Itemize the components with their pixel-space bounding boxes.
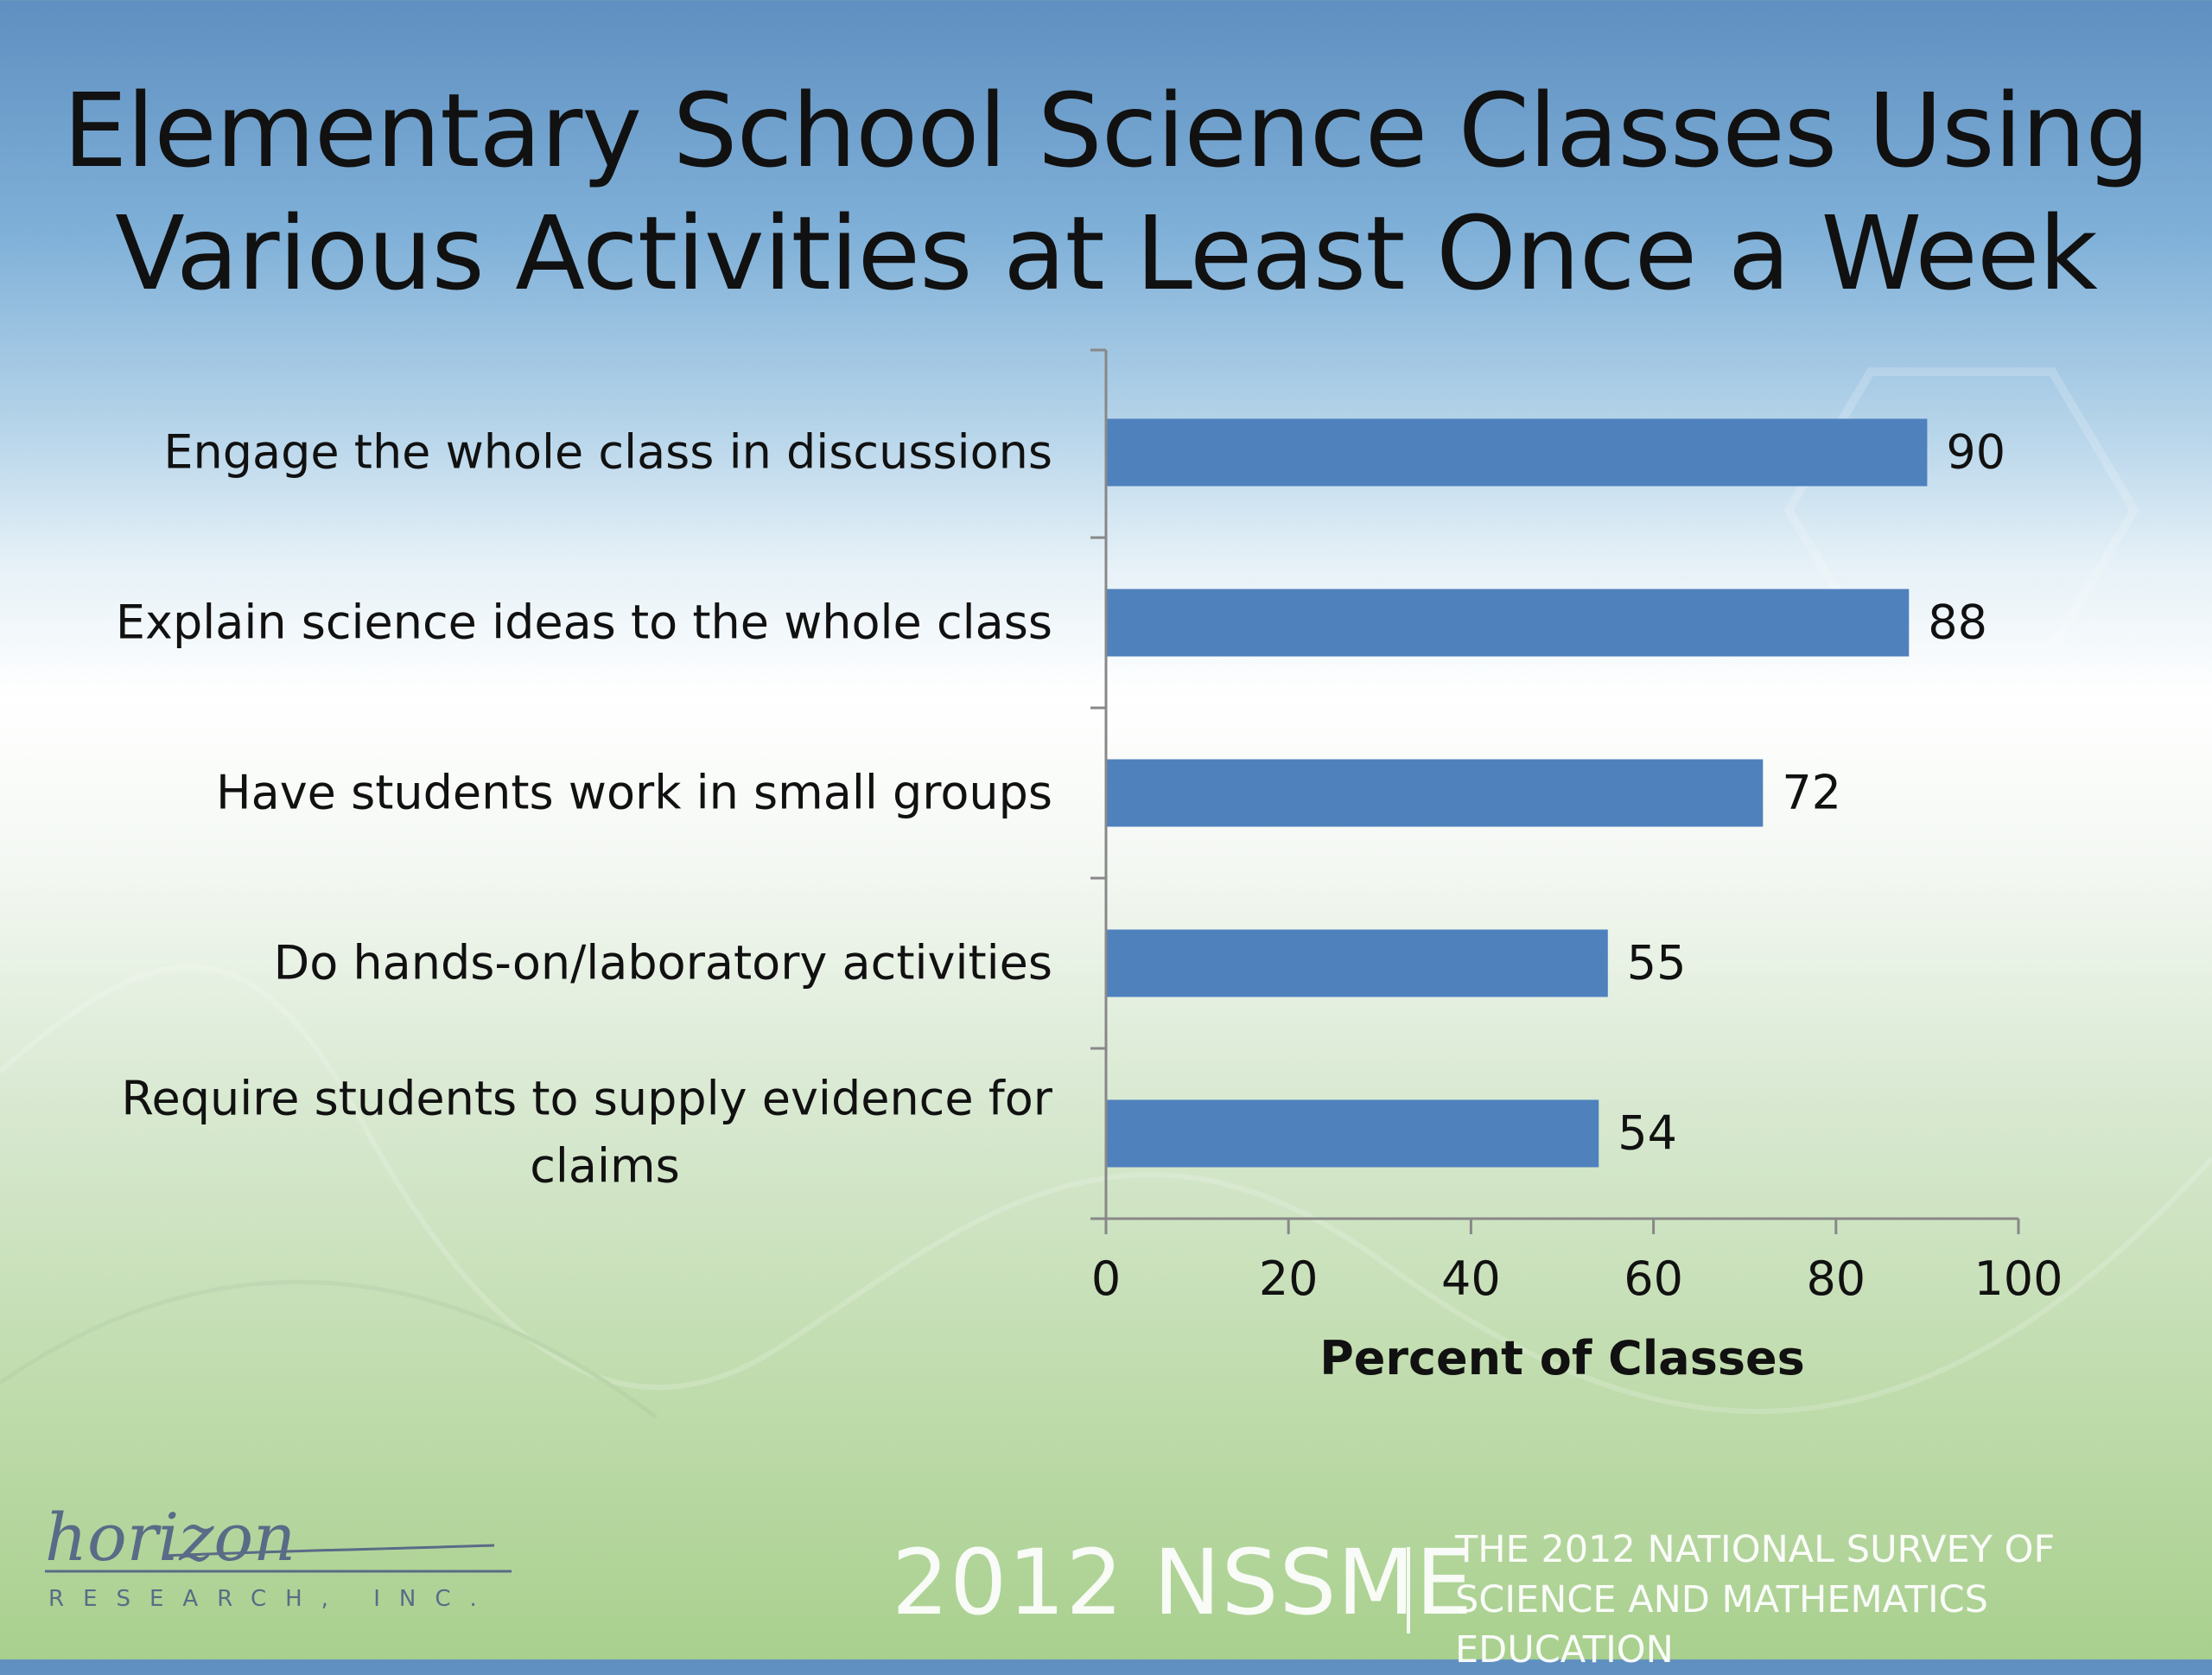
category-label: claims <box>530 1139 680 1194</box>
x-tick-label: 40 <box>1441 1251 1501 1306</box>
bar-chart: Engage the whole class in discussions Exp… <box>116 348 2063 1385</box>
category-label: Engage the whole class in discussions <box>163 425 1052 480</box>
nssme-mark: 2012 NSSME <box>892 1530 1473 1635</box>
horizon-research-logo: horizon RESEARCH, INC. <box>45 1504 512 1612</box>
nssme-subtitle: THE 2012 NATIONAL SURVEY OF SCIENCE AND … <box>1455 1525 2212 1675</box>
background-wave-decoration <box>0 964 2212 1420</box>
page-title: Elementary School Science Classes Using … <box>0 69 2212 315</box>
title-line-2: Various Activities at Least Once a Week <box>115 194 2098 313</box>
background-hexagon-decoration <box>1783 367 2139 653</box>
data-label: 90 <box>1946 425 2005 480</box>
title-line-1: Elementary School Science Classes Using <box>62 71 2150 190</box>
category-label: Explain science ideas to the whole class <box>116 595 1052 650</box>
bar <box>1106 759 1764 827</box>
x-tick-label: 0 <box>1091 1251 1121 1306</box>
x-tick-label: 80 <box>1806 1251 1866 1306</box>
footer-separator <box>1407 1547 1410 1634</box>
nssme-subtitle-line-1: THE 2012 NATIONAL SURVEY OF <box>1455 1528 2056 1571</box>
bar <box>1106 418 1928 487</box>
x-tick-label: 20 <box>1259 1251 1319 1306</box>
bar <box>1106 929 1608 997</box>
logo-word: horizon <box>45 1504 296 1576</box>
logo-subtitle: RESEARCH, INC. <box>48 1586 496 1612</box>
category-label: Have students work in small groups <box>216 766 1052 820</box>
bar <box>1106 1099 1599 1168</box>
data-label: 55 <box>1627 936 1687 990</box>
category-label: Require students to supply evidence for <box>121 1072 1052 1126</box>
nssme-subtitle-line-2: SCIENCE AND MATHEMATICS EDUCATION <box>1455 1578 1988 1672</box>
data-label: 88 <box>1928 595 1987 650</box>
category-label: Do hands-on/laboratory activities <box>274 936 1052 990</box>
bar <box>1106 589 1910 657</box>
data-label: 72 <box>1782 766 1841 820</box>
x-tick-label: 60 <box>1624 1251 1683 1306</box>
x-tick-label: 100 <box>1974 1251 2063 1306</box>
x-axis-title: Percent of Classes <box>1319 1331 1805 1385</box>
data-label: 54 <box>1618 1106 1677 1161</box>
